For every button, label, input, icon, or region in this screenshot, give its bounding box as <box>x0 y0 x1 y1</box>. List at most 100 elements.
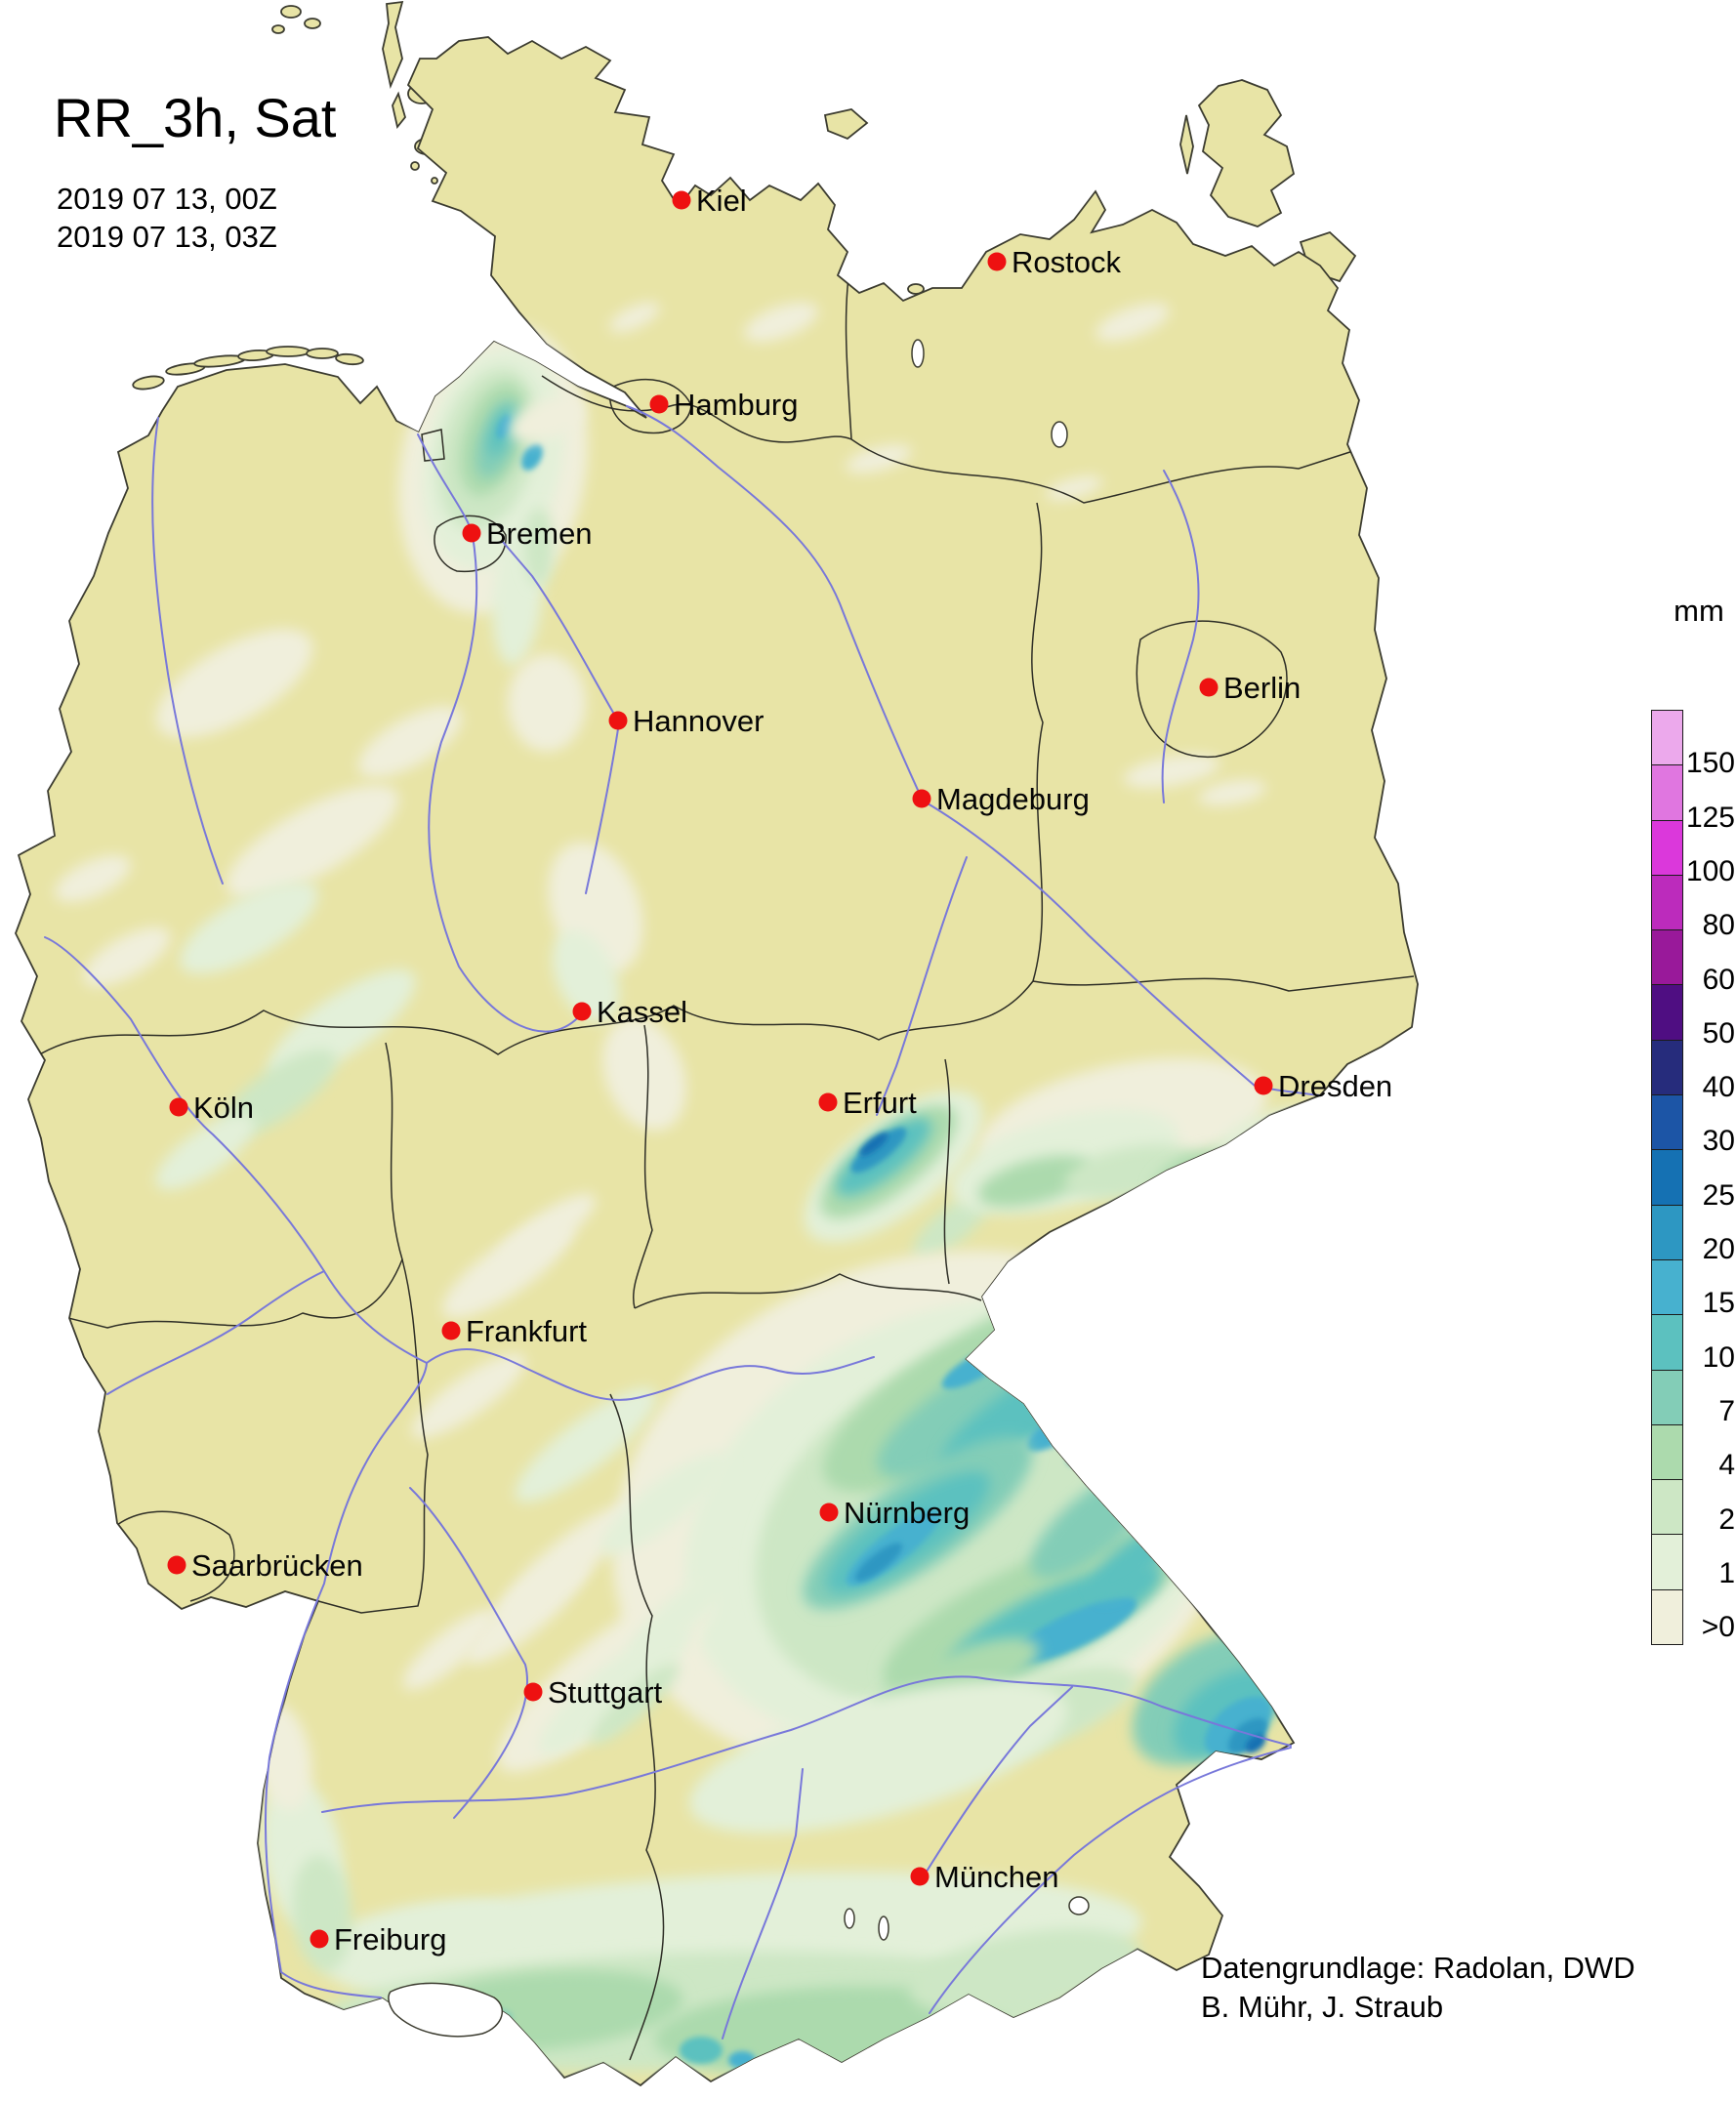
river-inn <box>929 1747 1292 2014</box>
date-start: 2019 07 13, 00Z <box>57 182 277 216</box>
city-label: Hamburg <box>674 388 799 422</box>
river-lech <box>722 1768 804 2039</box>
river-saale <box>876 856 968 1116</box>
city-marker-bremen: Bremen <box>462 516 593 551</box>
city-marker-berlin: Berlin <box>1199 671 1301 705</box>
legend-color-step <box>1651 819 1683 876</box>
city-label: Bremen <box>486 516 593 551</box>
map-title: RR_3h, Sat <box>54 87 337 148</box>
lake-starnberg <box>878 1916 889 1941</box>
city-dot <box>1199 678 1219 697</box>
precip-blob <box>850 1127 907 1174</box>
lake-chiemsee <box>1068 1896 1090 1916</box>
precip-blob <box>155 1114 255 1190</box>
valid-period: 2019 07 13, 00Z 2019 07 13, 03Z <box>57 180 277 256</box>
legend-tick-label: 30 <box>1702 1125 1735 1158</box>
city-dot <box>608 711 628 730</box>
river-leine <box>585 721 620 894</box>
city-marker-saarbrücken: Saarbrücken <box>167 1548 363 1583</box>
river-danube <box>321 1675 1292 1813</box>
legend-tick-label: 2 <box>1718 1503 1735 1536</box>
city-label: Berlin <box>1223 671 1301 705</box>
precip-blob <box>357 706 463 778</box>
city-markers: Kiel Rostock Hamburg Bremen Hannover Berlin Ma… <box>167 184 1392 1957</box>
precip-blob <box>83 927 171 987</box>
legend-tick-label: 10 <box>1702 1340 1735 1374</box>
precip-blob <box>497 1193 597 1267</box>
precip-blob <box>1012 1597 1137 1664</box>
river-neckar <box>409 1487 528 1819</box>
attribution: Datengrundlage: Radolan, DWD B. Mühr, J.… <box>1201 1949 1635 2027</box>
legend-color-step <box>1651 1039 1683 1096</box>
precip-blob <box>411 1353 526 1439</box>
legend-tick-label: 15 <box>1702 1287 1735 1320</box>
city-marker-kiel: Kiel <box>672 184 747 218</box>
legend-tick-label: 50 <box>1702 1016 1735 1050</box>
city-label: Kassel <box>597 995 687 1029</box>
precip-blob <box>1067 1434 1110 1465</box>
city-dot <box>912 789 931 808</box>
precip-blob <box>155 629 313 738</box>
city-marker-freiburg: Freiburg <box>310 1922 446 1957</box>
city-marker-erfurt: Erfurt <box>818 1086 917 1120</box>
legend-tick-label: 25 <box>1702 1178 1735 1212</box>
precip-blob <box>898 2036 957 2065</box>
river-mosel <box>106 1270 325 1395</box>
city-dot <box>819 1503 839 1522</box>
legend-tick-label: 100 <box>1685 854 1735 887</box>
precip-blob <box>402 1610 496 1690</box>
city-label: Frankfurt <box>466 1314 587 1348</box>
city-marker-frankfurt: Frankfurt <box>441 1314 587 1348</box>
city-dot <box>1254 1076 1273 1095</box>
attribution-source: Datengrundlage: Radolan, DWD <box>1201 1951 1635 1985</box>
city-label: München <box>934 1860 1059 1894</box>
precip-blob <box>600 1452 727 1555</box>
legend-tick-label: 125 <box>1685 801 1735 834</box>
legend-tick-label: 80 <box>1702 909 1735 942</box>
legend-tick-label: 60 <box>1702 963 1735 996</box>
city-dot <box>572 1002 592 1021</box>
city-label: Rostock <box>1012 245 1121 279</box>
precip-blob <box>1245 1734 1266 1753</box>
precip-blob <box>846 444 912 474</box>
precip-blob <box>508 654 586 752</box>
precip-blob <box>977 1155 1093 1208</box>
precip-blob <box>1227 1717 1268 1754</box>
precip-blob <box>515 1387 657 1503</box>
city-dot <box>441 1321 461 1340</box>
legend-color-step <box>1651 1094 1683 1151</box>
precip-blob <box>854 1543 903 1582</box>
legend-color-step <box>1651 1423 1683 1481</box>
city-marker-magdeburg: Magdeburg <box>912 782 1090 816</box>
legend-color-step <box>1651 874 1683 931</box>
lakes <box>388 339 1090 2038</box>
precip-blob <box>497 1503 636 1622</box>
precip-blob <box>509 396 585 443</box>
precip-blob <box>521 443 543 471</box>
city-label: Stuttgart <box>548 1675 663 1710</box>
legend-color-step <box>1651 984 1683 1041</box>
precip-blob <box>1123 754 1220 789</box>
legend-tick-label: 150 <box>1685 747 1735 780</box>
attribution-authors: B. Mühr, J. Straub <box>1201 1990 1444 2024</box>
precip-blob <box>609 302 660 333</box>
city-label: Dresden <box>1278 1069 1392 1103</box>
precip-blob <box>630 1564 737 1658</box>
city-marker-rostock: Rostock <box>987 245 1121 279</box>
legend-color-step <box>1651 1369 1683 1425</box>
river-rhine <box>44 936 428 1998</box>
city-dot <box>672 190 691 210</box>
precip-blob <box>744 302 818 343</box>
river-ems <box>151 417 224 885</box>
precip-blob <box>180 881 318 974</box>
legend-tick-label: 20 <box>1702 1233 1735 1265</box>
city-dot <box>818 1092 838 1112</box>
lake-schwerin <box>911 339 925 368</box>
legend-color-step <box>1651 710 1683 766</box>
precip-blob <box>689 1681 1068 1833</box>
lake-mueritz <box>1051 421 1068 448</box>
city-marker-dresden: Dresden <box>1254 1069 1392 1103</box>
city-dot <box>987 252 1007 271</box>
